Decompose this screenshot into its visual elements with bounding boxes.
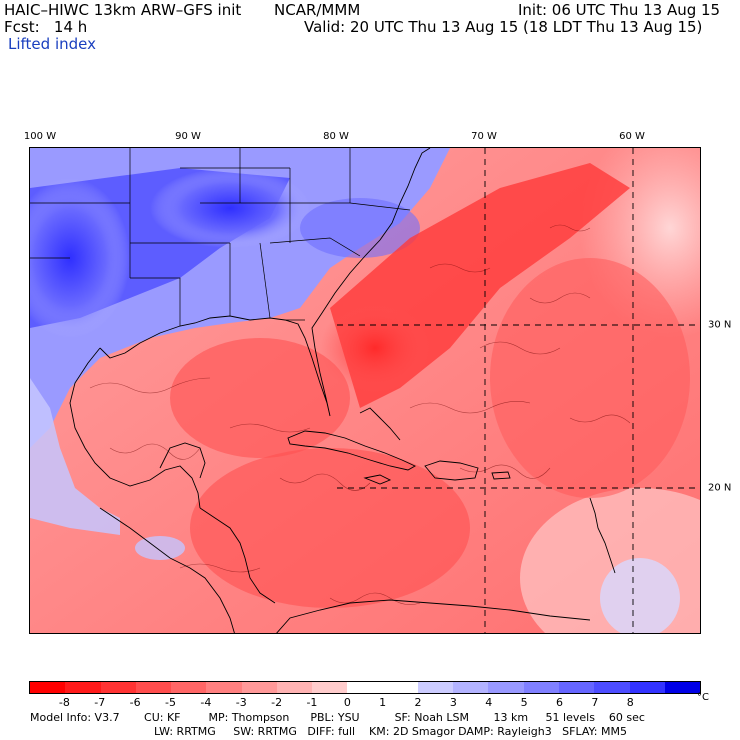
colorbar-swatch — [558, 682, 595, 693]
colorbar-tick-label: -8 — [58, 696, 70, 709]
field-blue-mideast — [300, 198, 420, 258]
colorbar-tick-label: 6 — [556, 696, 564, 709]
colorbar-swatch — [417, 682, 454, 693]
coastline-jamaica — [363, 474, 392, 485]
colorbar — [29, 681, 701, 694]
model-info-line-1: Model Info: V3.7 CU: KF MP: Thompson PBL… — [30, 711, 645, 724]
colorbar-tick-label: 1 — [379, 696, 387, 709]
valid-time: Valid: 20 UTC Thu 13 Aug 15 (18 LDT Thu … — [304, 18, 703, 36]
coastline-lesser-antilles — [589, 497, 616, 574]
colorbar-tick-label: -2 — [271, 696, 283, 709]
lon-label-60w: 60 W — [619, 131, 645, 142]
colorbar-swatch — [664, 682, 701, 693]
colorbar-swatch — [206, 682, 242, 693]
colorbar-swatch — [30, 682, 66, 693]
lon-label-80w: 80 W — [323, 131, 349, 142]
colorbar-swatch — [312, 682, 348, 693]
field-red-gulf — [170, 338, 350, 458]
organization-label: NCAR/MMM — [274, 1, 361, 19]
colorbar-swatch — [594, 682, 630, 693]
lon-label-100w: 100 W — [23, 131, 57, 142]
colorbar-tick-label: -7 — [94, 696, 106, 709]
lon-label-90w: 90 W — [175, 131, 201, 142]
coastline-us — [99, 148, 431, 417]
lat-lon-grid — [337, 148, 700, 633]
coastline-south-america — [276, 599, 591, 633]
colorbar-swatch — [488, 682, 524, 693]
colorbar-swatch — [453, 682, 489, 693]
colorbar-tick-label: -3 — [235, 696, 247, 709]
colorbar-tick-label: -5 — [164, 696, 176, 709]
colorbar-swatch — [382, 682, 418, 693]
lifted-index-map — [29, 147, 701, 634]
state-borders — [30, 148, 411, 326]
coastline-cuba — [287, 430, 416, 471]
colorbar-tick-label: -1 — [306, 696, 318, 709]
colorbar-tick-label: 2 — [414, 696, 422, 709]
colorbar-swatch — [65, 682, 101, 693]
colorbar-swatch — [276, 682, 313, 693]
colorbar-tick-label: 8 — [626, 696, 634, 709]
colorbar-swatch — [523, 682, 559, 693]
lat-label-20n: 20 N — [708, 482, 732, 494]
colorbar-tick-label: -4 — [200, 696, 212, 709]
field-red-east-atlantic — [490, 258, 690, 498]
coastline-puerto-rico — [491, 471, 511, 480]
colorbar-swatch — [171, 682, 207, 693]
coastline-bahamas — [359, 407, 401, 441]
colorbar-swatch — [347, 682, 383, 693]
colorbar-tick-label: 7 — [591, 696, 599, 709]
lon-label-70w: 70 W — [471, 131, 497, 142]
colorbar-swatch — [100, 682, 136, 693]
field-light-blue-southeast — [600, 558, 680, 633]
forecast-hour: Fcst: 14 h — [4, 18, 88, 36]
field-name: Lifted index — [8, 35, 96, 53]
field-red-caribbean — [190, 448, 470, 608]
colorbar-swatch — [241, 682, 277, 693]
colorbar-unit: °C — [697, 692, 709, 703]
field-blue-central-america — [135, 536, 185, 560]
coastline-central-america — [99, 507, 235, 633]
init-time: Init: 06 UTC Thu 13 Aug 15 — [518, 1, 721, 19]
coastline-mexico — [69, 347, 201, 509]
field-blue-texas — [30, 178, 130, 338]
model-info-line-2: LW: RRTMG SW: RRTMG DIFF: full KM: 2D Sm… — [154, 725, 627, 738]
colorbar-tick-label: 0 — [343, 696, 351, 709]
coastline-yucatan — [159, 442, 206, 479]
colorbar-tick-label: -6 — [129, 696, 141, 709]
field-red-core-florida-east — [320, 303, 430, 393]
colorbar-swatch — [135, 682, 172, 693]
colorbar-swatch — [629, 682, 665, 693]
coastlines — [69, 148, 616, 633]
field-blue-appalachians — [150, 168, 310, 248]
lat-label-30n: 30 N — [708, 319, 732, 331]
model-title: HAIC–HIWC 13km ARW–GFS init — [4, 1, 242, 19]
coastline-hispaniola — [424, 460, 479, 481]
colorbar-tick-label: 4 — [485, 696, 493, 709]
colorbar-tick-label: 3 — [449, 696, 457, 709]
coastline-caribbean — [199, 507, 276, 604]
contour-lines — [89, 224, 631, 605]
field-blue-mexico — [30, 378, 120, 535]
colorbar-tick-label: 5 — [520, 696, 528, 709]
